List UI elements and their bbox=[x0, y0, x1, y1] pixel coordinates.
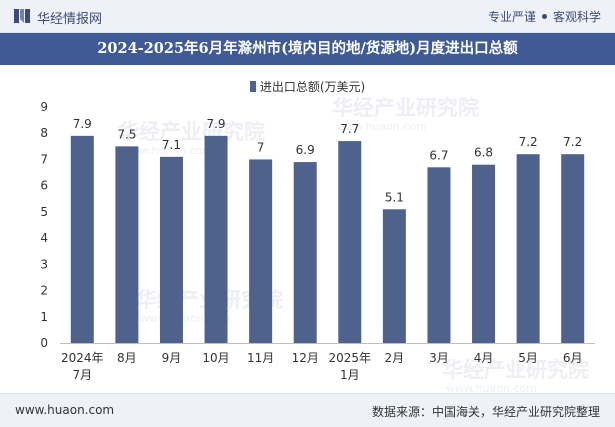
x-tick-label: 8月 bbox=[117, 351, 137, 365]
logo-icon bbox=[14, 9, 30, 23]
data-label: 6.9 bbox=[296, 143, 315, 157]
bar bbox=[249, 159, 273, 343]
bar bbox=[561, 154, 585, 343]
tagline: 专业严谨 客观科学 bbox=[488, 8, 601, 25]
data-label: 6.7 bbox=[429, 148, 448, 162]
data-label: 7.1 bbox=[162, 138, 181, 152]
x-tick-label: 2025年 1月 bbox=[329, 351, 372, 382]
watermark-url: www.huaon.com bbox=[336, 120, 427, 133]
bar bbox=[382, 209, 406, 343]
data-label: 5.1 bbox=[385, 190, 404, 204]
bar bbox=[427, 167, 451, 343]
x-tick-label: 11月 bbox=[247, 351, 274, 365]
footer-source: 数据来源：中国海关，华经产业研究院整理 bbox=[371, 405, 600, 419]
watermark-text: 华经产业研究院 bbox=[118, 120, 265, 144]
y-tick-label: 0 bbox=[40, 336, 48, 350]
x-tick-label: 9月 bbox=[162, 351, 182, 365]
x-tick-label: 2月 bbox=[385, 351, 405, 365]
x-tick-label: 10月 bbox=[202, 351, 229, 365]
data-label: 7 bbox=[257, 140, 265, 154]
tagline-right: 客观科学 bbox=[552, 10, 601, 24]
brand-name: 华经情报网 bbox=[37, 12, 103, 27]
x-tick-label: 2024年 7月 bbox=[61, 351, 104, 382]
top-bar: 华经情报网 专业严谨 客观科学 bbox=[0, 0, 615, 33]
legend: 进出口总额(万美元) bbox=[0, 78, 615, 95]
separator-dot-icon bbox=[541, 14, 547, 19]
legend-swatch bbox=[249, 81, 256, 92]
data-label: 7.2 bbox=[563, 135, 582, 149]
y-tick-label: 2 bbox=[40, 284, 48, 298]
x-tick-label: 6月 bbox=[563, 351, 583, 365]
data-label: 7.9 bbox=[73, 117, 92, 131]
tagline-left: 专业严谨 bbox=[487, 10, 536, 24]
legend-label: 进出口总额(万美元) bbox=[259, 80, 366, 94]
bar bbox=[159, 156, 183, 343]
data-label: 7.2 bbox=[519, 135, 538, 149]
y-tick-label: 7 bbox=[40, 152, 48, 166]
watermark-url: www.huaon.com bbox=[446, 382, 537, 395]
x-tick-label: 4月 bbox=[474, 351, 494, 365]
data-label: 7.7 bbox=[340, 122, 359, 136]
watermark-url: www.huaon.com bbox=[122, 144, 213, 157]
x-tick-label: 5月 bbox=[518, 351, 538, 365]
footer: www.huaon.com 数据来源：中国海关，华经产业研究院整理 bbox=[0, 393, 615, 427]
bar bbox=[70, 135, 94, 343]
watermark-text: 华经产业研究院 bbox=[442, 358, 589, 382]
footer-site: www.huaon.com bbox=[15, 403, 115, 417]
x-tick-label: 3月 bbox=[429, 351, 449, 365]
bar bbox=[472, 164, 496, 343]
y-tick-label: 8 bbox=[40, 126, 48, 140]
y-tick-label: 3 bbox=[40, 257, 48, 271]
y-tick-label: 9 bbox=[40, 100, 48, 114]
watermark-text: 华经产业研究院 bbox=[332, 96, 479, 120]
chart-title: 2024-2025年6月年滁州市(境内目的地/货源地)月度进出口总额 bbox=[0, 33, 615, 65]
data-label: 7.9 bbox=[206, 117, 225, 131]
y-tick-label: 4 bbox=[40, 231, 48, 245]
bar bbox=[204, 135, 228, 343]
y-tick-label: 6 bbox=[40, 179, 48, 193]
x-tick-label: 12月 bbox=[292, 351, 319, 365]
bar bbox=[293, 162, 317, 343]
bar bbox=[338, 141, 362, 343]
y-tick-label: 5 bbox=[40, 205, 48, 219]
data-label: 7.5 bbox=[117, 127, 136, 141]
bar bbox=[516, 154, 540, 343]
bar bbox=[115, 146, 139, 343]
data-label: 6.8 bbox=[474, 146, 493, 160]
y-tick-label: 1 bbox=[40, 310, 48, 324]
